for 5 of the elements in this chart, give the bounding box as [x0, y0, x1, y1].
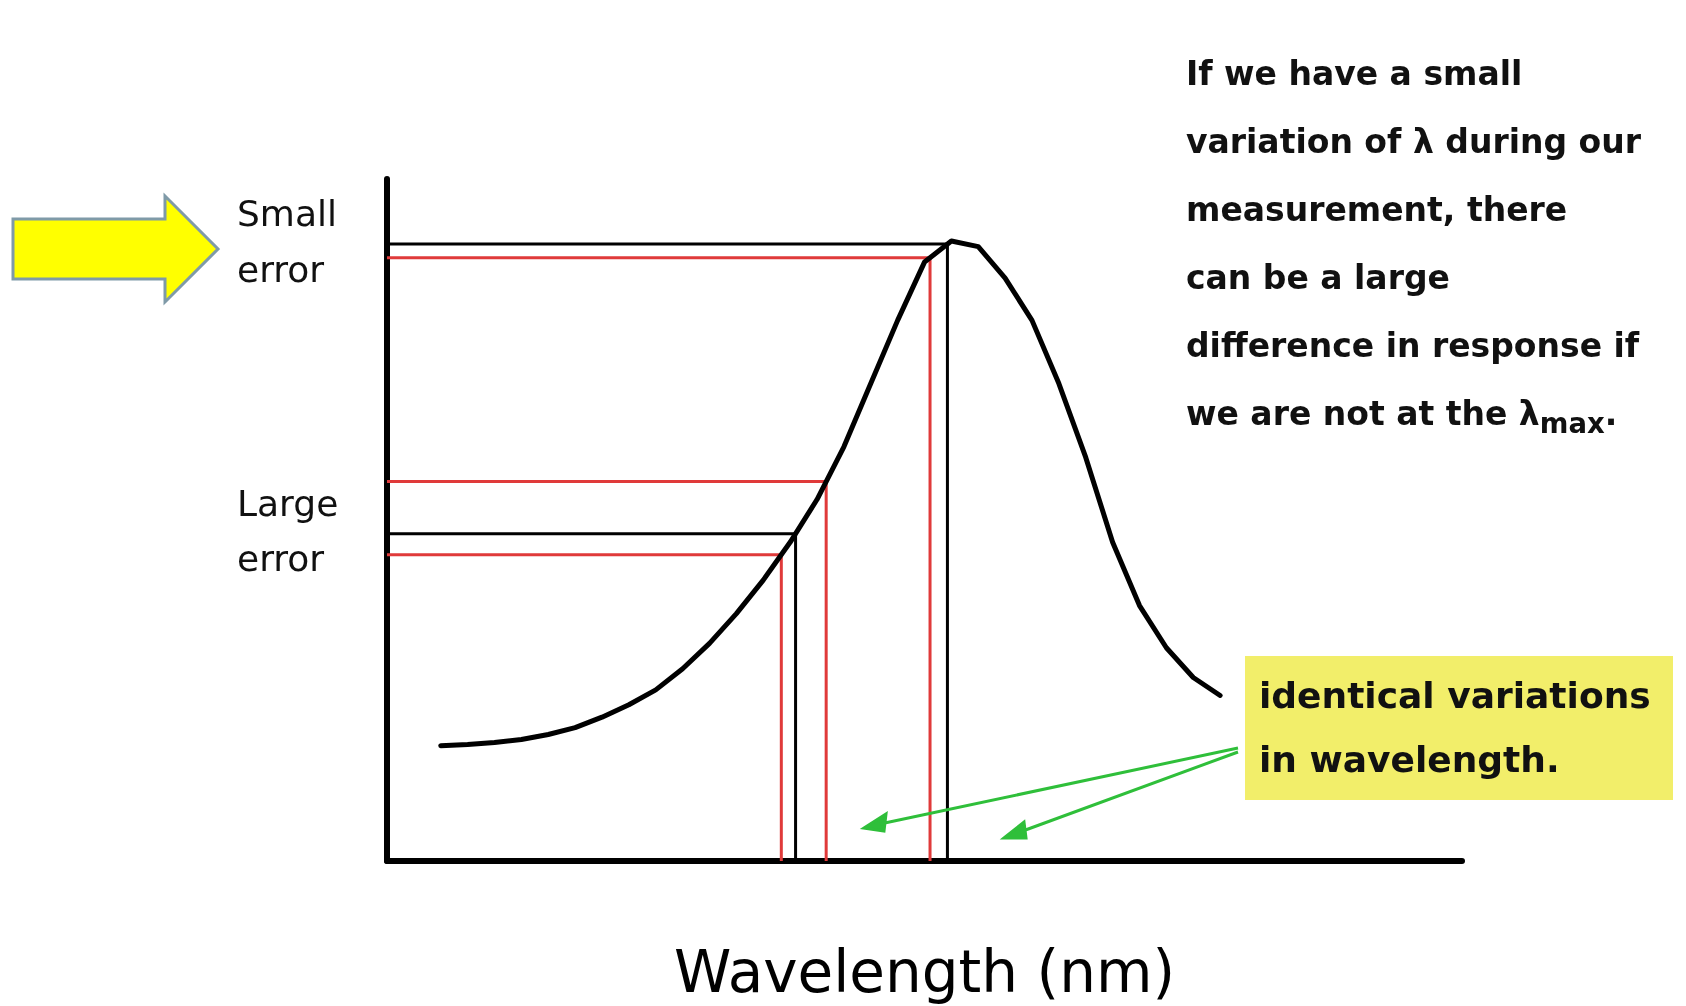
ref-line-label: Small error — [237, 192, 338, 292]
annotation: identical variations in wavelength. — [1245, 656, 1673, 800]
annotation: If we have a small variation of λ during our measurement, there can be a large difference in response if we are not at the λ$_{max}$. — [1186, 53, 1642, 441]
x-axis-title: Wavelength (nm) — [673, 938, 1176, 1006]
ref-line-label: Large error — [237, 481, 340, 582]
